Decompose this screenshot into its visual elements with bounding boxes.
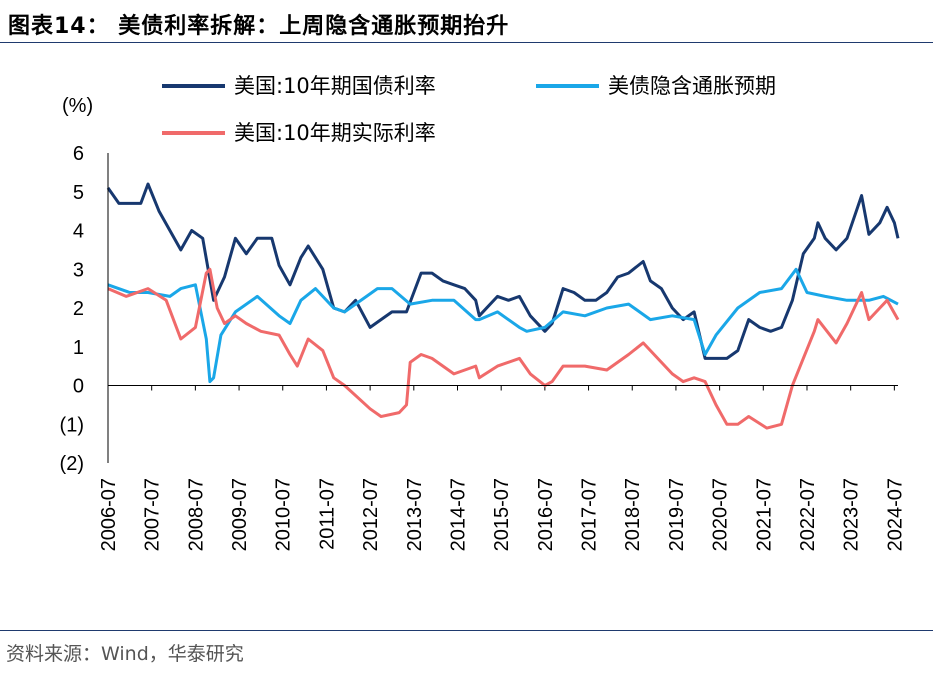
y-tick-label: (1): [60, 414, 84, 436]
y-tick-label: 0: [73, 376, 84, 398]
title-divider: [0, 42, 933, 43]
figure-title: 图表14： 美债利率拆解：上周隐含通胀预期抬升: [8, 14, 510, 39]
y-tick-label: 2: [73, 298, 84, 320]
y-tick-label: 5: [73, 182, 84, 204]
x-axis: 2006-07 2007-07 2008-07 2009-07 2010-07 2011-…: [98, 385, 906, 551]
y-tick-label: 3: [73, 259, 84, 281]
legend-label-breakeven: 美债隐含通胀预期: [608, 74, 776, 98]
footer-divider: [0, 630, 933, 631]
x-tick-label: 2011-07: [316, 478, 338, 550]
x-tick-label: 2024-07: [884, 478, 906, 551]
x-tick-label: 2014-07: [447, 478, 469, 551]
x-tick-label: 2006-07: [98, 478, 120, 551]
series-line-nominal-yield: [106, 182, 900, 360]
y-axis: 6 5 4 3 2 1 0 (1) (2): [60, 143, 84, 475]
y-tick-label: 6: [73, 143, 84, 165]
y-tick-label: 1: [73, 337, 84, 359]
y-tick-label: 4: [73, 221, 84, 243]
x-tick-label: 2015-07: [491, 478, 513, 551]
x-tick-label: 2013-07: [404, 478, 426, 551]
series-line-breakeven: [107, 267, 899, 384]
x-tick-label: 2021-07: [753, 478, 775, 551]
source-note: 资料来源：Wind，华泰研究: [6, 643, 244, 665]
x-tick-label: 2007-07: [142, 478, 164, 551]
legend-label-real-yield: 美国:10年期实际利率: [234, 121, 436, 145]
x-tick-label: 2020-07: [710, 478, 732, 551]
y-axis-unit-label: (%): [62, 95, 93, 117]
series-line-real-yield: [107, 267, 900, 430]
x-tick-label: 2019-07: [666, 478, 688, 551]
x-tick-label: 2010-07: [273, 478, 295, 551]
x-tick-label: 2009-07: [229, 478, 251, 551]
y-tick-label: (2): [60, 453, 84, 475]
x-tick-label: 2023-07: [841, 478, 863, 551]
legend: 美国:10年期国债利率 美债隐含通胀预期 美国:10年期实际利率: [162, 74, 776, 145]
x-tick-label: 2017-07: [579, 478, 601, 551]
x-tick-label: 2018-07: [622, 478, 644, 551]
legend-label-nominal-yield: 美国:10年期国债利率: [234, 74, 436, 98]
x-tick-label: 2022-07: [797, 478, 819, 551]
x-tick-label: 2008-07: [185, 478, 207, 551]
series-lines: [106, 182, 900, 430]
x-tick-label: 2016-07: [535, 478, 557, 551]
x-tick-label: 2012-07: [360, 478, 382, 551]
